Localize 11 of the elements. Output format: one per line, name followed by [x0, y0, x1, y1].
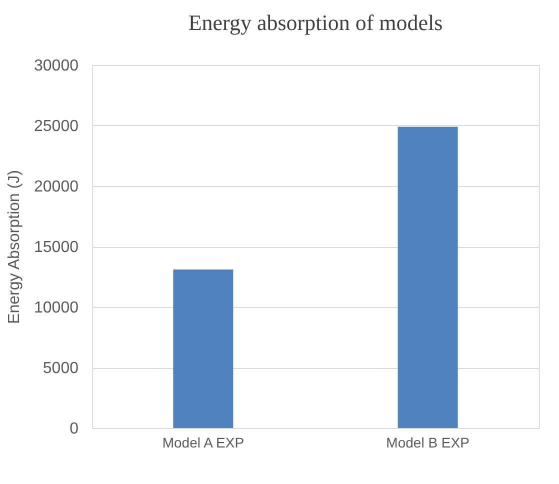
- y-tick-label: 0: [70, 420, 79, 438]
- x-tick-label: Model B EXP: [386, 434, 470, 450]
- y-tick-label: 30000: [34, 58, 79, 74]
- y-tick-label: 25000: [34, 118, 79, 135]
- y-tick-label: 15000: [34, 239, 79, 256]
- y-tick-label: 10000: [34, 300, 79, 316]
- y-axis-title: Energy Absorption (J): [6, 170, 24, 324]
- x-tick-label: Model A EXP: [162, 434, 244, 450]
- y-tick-label: 5000: [42, 360, 79, 377]
- chart-title: Energy absorption of models: [188, 10, 443, 35]
- y-tick-label: 20000: [34, 178, 79, 196]
